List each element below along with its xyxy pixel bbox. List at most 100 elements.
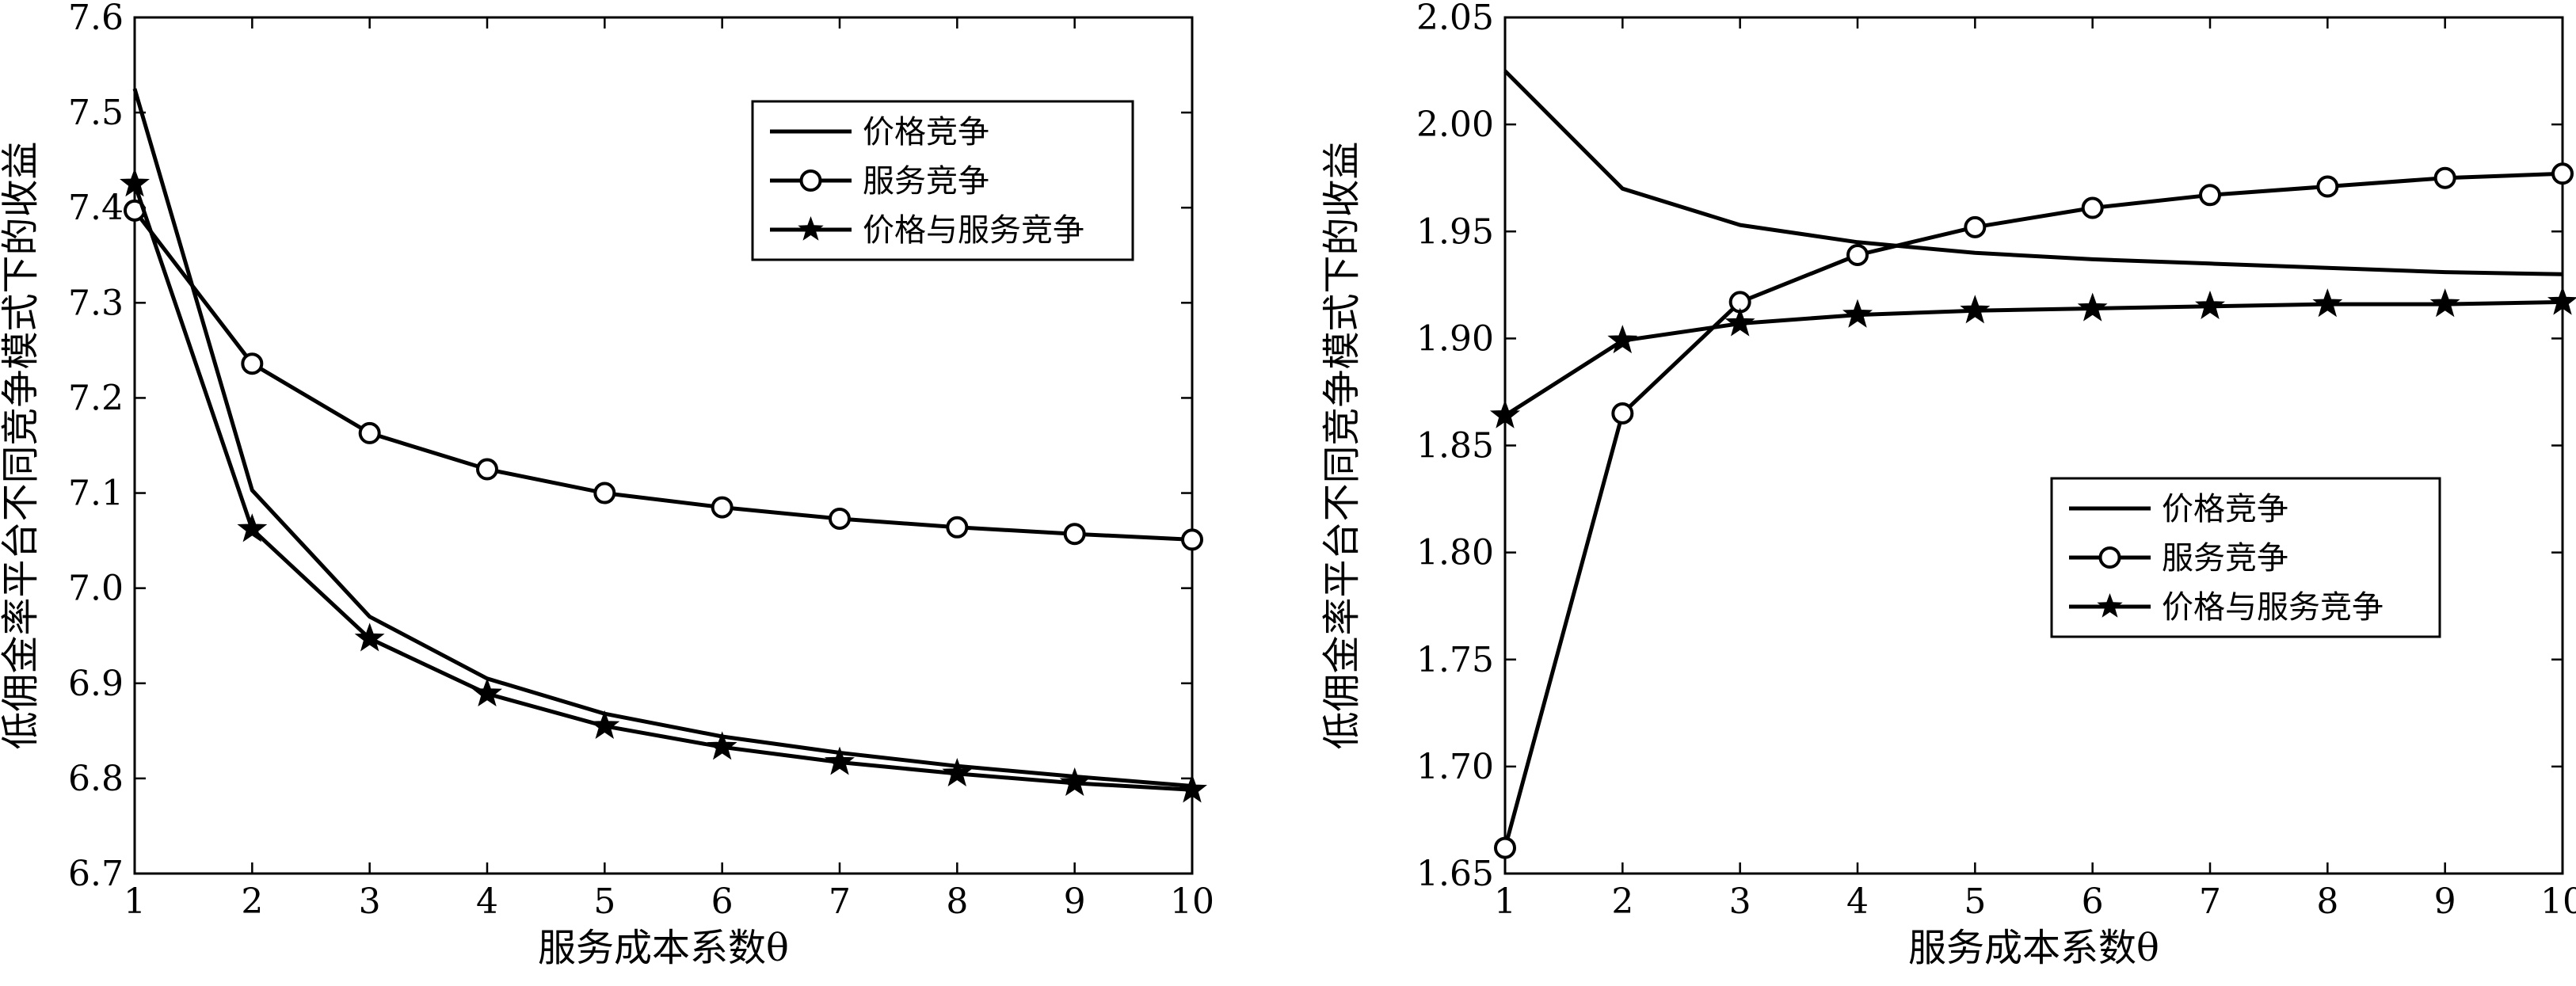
series-line — [132, 88, 1193, 788]
y-tick-label: 2.05 — [1416, 0, 1494, 38]
y-tick-label: 7.5 — [68, 93, 124, 133]
series-line — [132, 183, 1193, 792]
data-point-circle — [1611, 402, 1634, 424]
plot-area-frame — [133, 16, 1194, 875]
series-2 — [120, 168, 1207, 803]
data-point-star — [942, 757, 973, 786]
legend-marker-star — [798, 216, 824, 241]
x-tick-label: 3 — [1729, 881, 1751, 922]
data-point-circle — [2433, 166, 2456, 189]
x-tick-label: 3 — [359, 881, 381, 922]
series-line — [1503, 299, 2563, 417]
y-tick-label: 7.1 — [68, 474, 124, 514]
x-tick-label: 4 — [1846, 881, 1869, 922]
data-point-star — [2077, 292, 2108, 322]
data-point-star — [120, 168, 150, 197]
x-tick-label: 5 — [1964, 881, 1986, 922]
data-point-circle — [476, 458, 498, 481]
data-point-star — [1960, 295, 1991, 324]
series-0 — [132, 88, 1193, 788]
legend-label: 服务竞争 — [2162, 540, 2288, 577]
data-point-star — [707, 731, 737, 760]
data-point-circle — [2199, 184, 2221, 207]
series-line — [1503, 69, 2563, 276]
data-point-star — [2312, 288, 2343, 318]
data-point-circle — [1063, 523, 1086, 546]
data-point-circle — [1964, 215, 1987, 238]
data-point-star — [1059, 767, 1090, 796]
data-point-circle — [2551, 162, 2574, 185]
data-point-circle — [358, 421, 381, 444]
data-point-star — [354, 622, 385, 652]
x-tick-label: 9 — [1064, 881, 1086, 922]
y-tick-label: 1.90 — [1416, 318, 1494, 359]
x-tick-label: 2 — [1611, 881, 1633, 922]
x-tick-label: 7 — [829, 881, 851, 922]
data-point-star — [2195, 290, 2225, 319]
y-tick-label: 6.8 — [68, 759, 124, 799]
y-tick-label: 1.80 — [1416, 533, 1494, 573]
y-tick-label: 7.4 — [68, 188, 124, 228]
x-tick-label: 8 — [2316, 881, 2338, 922]
y-tick-label: 6.7 — [68, 854, 124, 894]
legend-marker-circle — [2098, 546, 2121, 569]
y-axis-label: 低佣金率平台不同竞争模式下的收益 — [0, 141, 43, 749]
series-0 — [1503, 69, 2563, 276]
legend-marker-circle — [799, 169, 822, 192]
series-1 — [1494, 162, 2574, 859]
x-tick-label: 6 — [711, 881, 734, 922]
data-point-star — [2547, 286, 2576, 315]
data-point-circle — [1181, 528, 1203, 551]
x-tick-label: 4 — [476, 881, 498, 922]
data-point-star — [589, 710, 620, 739]
data-point-circle — [2316, 175, 2339, 198]
data-point-star — [1177, 774, 1207, 803]
series-line — [133, 209, 1193, 542]
legend-label: 价格竞争 — [863, 114, 989, 150]
data-point-star — [2429, 288, 2460, 318]
x-tick-label: 10 — [1170, 881, 1214, 922]
x-tick-label: 10 — [2540, 881, 2576, 922]
y-tick-label: 2.00 — [1416, 105, 1494, 145]
legend-label: 服务竞争 — [863, 163, 989, 200]
y-tick-label: 7.2 — [68, 378, 124, 418]
data-point-circle — [946, 516, 969, 539]
y-tick-label: 6.9 — [68, 664, 124, 704]
left-chart: 1 2 3 4 5 6 7 8 9 10 6.7 6.8 6.9 7.0 7.1 7.2 7.3 7.4 7.5 7.… — [0, 0, 1214, 970]
plot-area-frame — [1503, 16, 2564, 875]
x-tick-label: 7 — [2199, 881, 2221, 922]
x-axis-label: 服务成本系数θ — [538, 926, 789, 970]
y-tick-label: 1.75 — [1416, 640, 1494, 680]
legend-marker-star — [2097, 593, 2123, 618]
data-point-circle — [2081, 196, 2104, 219]
data-point-star — [1724, 307, 1755, 337]
x-tick-label: 6 — [2082, 881, 2104, 922]
x-tick-label: 5 — [593, 881, 615, 922]
x-tick-label: 8 — [946, 881, 968, 922]
x-tick-label: 2 — [241, 881, 263, 922]
data-point-star — [472, 678, 502, 707]
y-tick-label: 7.6 — [68, 0, 124, 38]
legend-label: 价格与服务竞争 — [2162, 589, 2384, 626]
legend-label: 价格与服务竞争 — [863, 212, 1084, 249]
data-point-circle — [1494, 836, 1516, 859]
data-point-star — [1490, 399, 1520, 428]
y-tick-label: 1.70 — [1416, 747, 1494, 787]
x-tick-label: 1 — [124, 881, 146, 922]
series-1 — [124, 199, 1203, 551]
data-point-star — [1607, 325, 1638, 354]
series-2 — [1490, 286, 2576, 428]
y-tick-label: 1.85 — [1416, 426, 1494, 466]
y-axis-label: 低佣金率平台不同竞争模式下的收益 — [1320, 141, 1364, 749]
data-point-circle — [1846, 243, 1869, 266]
data-point-circle — [711, 496, 734, 519]
data-point-star — [825, 746, 855, 775]
data-point-star — [1842, 299, 1873, 328]
series-line — [1503, 171, 2563, 849]
y-tick-label: 7.3 — [68, 283, 124, 323]
x-tick-label: 1 — [1494, 881, 1516, 922]
data-point-circle — [593, 482, 616, 504]
data-point-circle — [829, 507, 851, 530]
